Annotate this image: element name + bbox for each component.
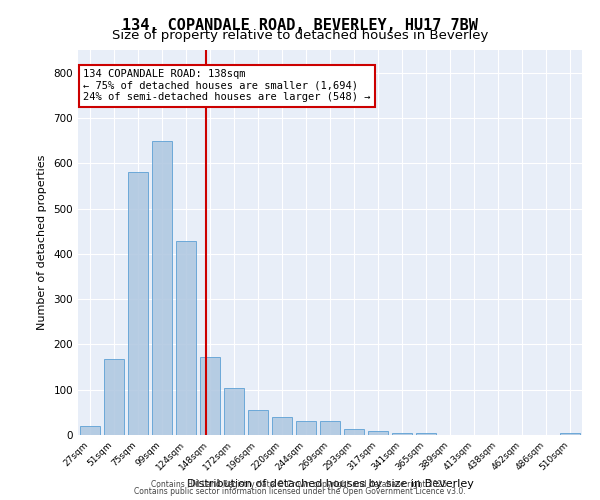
Bar <box>392 432 412 435</box>
Text: Size of property relative to detached houses in Beverley: Size of property relative to detached ho… <box>112 29 488 42</box>
Bar <box>272 417 292 435</box>
Bar <box>248 410 268 435</box>
Bar <box>344 429 364 435</box>
Bar <box>224 388 244 435</box>
Bar <box>104 360 124 435</box>
Bar <box>416 433 436 435</box>
Bar <box>560 432 580 435</box>
Y-axis label: Number of detached properties: Number of detached properties <box>37 155 47 330</box>
Text: 134 COPANDALE ROAD: 138sqm
← 75% of detached houses are smaller (1,694)
24% of s: 134 COPANDALE ROAD: 138sqm ← 75% of deta… <box>83 69 371 102</box>
Text: 134, COPANDALE ROAD, BEVERLEY, HU17 7BW: 134, COPANDALE ROAD, BEVERLEY, HU17 7BW <box>122 18 478 32</box>
Bar <box>320 422 340 435</box>
Bar <box>368 432 388 435</box>
Bar <box>200 357 220 435</box>
X-axis label: Distribution of detached houses by size in Beverley: Distribution of detached houses by size … <box>187 479 473 489</box>
Bar <box>296 422 316 435</box>
Bar <box>80 426 100 435</box>
Bar <box>128 172 148 435</box>
Text: Contains public sector information licensed under the Open Government Licence v3: Contains public sector information licen… <box>134 487 466 496</box>
Text: Contains HM Land Registry data © Crown copyright and database right 2025.: Contains HM Land Registry data © Crown c… <box>151 480 449 489</box>
Bar <box>176 241 196 435</box>
Bar <box>152 142 172 435</box>
